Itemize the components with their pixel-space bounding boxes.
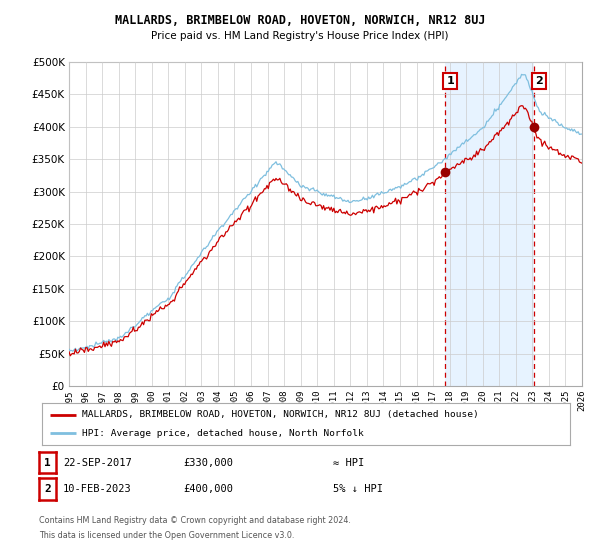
Text: 5% ↓ HPI: 5% ↓ HPI: [333, 484, 383, 494]
Text: ≈ HPI: ≈ HPI: [333, 458, 364, 468]
Bar: [445, 62, 534, 386]
Text: MALLARDS, BRIMBELOW ROAD, HOVETON, NORWICH, NR12 8UJ: MALLARDS, BRIMBELOW ROAD, HOVETON, NORWI…: [115, 14, 485, 27]
Text: 1: 1: [446, 76, 454, 86]
Text: Contains HM Land Registry data © Crown copyright and database right 2024.: Contains HM Land Registry data © Crown c…: [39, 516, 351, 525]
Text: Price paid vs. HM Land Registry's House Price Index (HPI): Price paid vs. HM Land Registry's House …: [151, 31, 449, 41]
Text: 22-SEP-2017: 22-SEP-2017: [63, 458, 132, 468]
Text: MALLARDS, BRIMBELOW ROAD, HOVETON, NORWICH, NR12 8UJ (detached house): MALLARDS, BRIMBELOW ROAD, HOVETON, NORWI…: [82, 410, 478, 419]
Text: 2: 2: [44, 484, 51, 494]
Text: 2: 2: [535, 76, 543, 86]
Text: This data is licensed under the Open Government Licence v3.0.: This data is licensed under the Open Gov…: [39, 531, 295, 540]
Text: £400,000: £400,000: [183, 484, 233, 494]
Text: 1: 1: [44, 458, 51, 468]
Text: £330,000: £330,000: [183, 458, 233, 468]
Text: HPI: Average price, detached house, North Norfolk: HPI: Average price, detached house, Nort…: [82, 429, 364, 438]
Text: 10-FEB-2023: 10-FEB-2023: [63, 484, 132, 494]
